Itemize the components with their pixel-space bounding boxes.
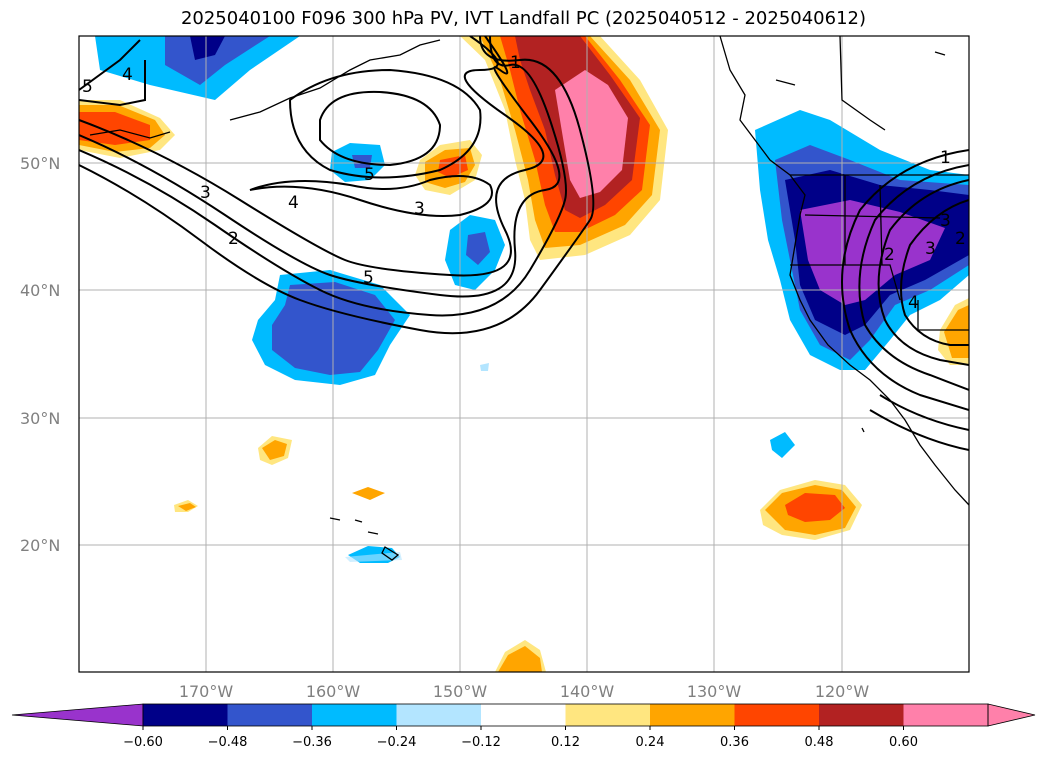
shade-region-small-pos-2-2 <box>262 440 287 460</box>
shade-region-small-pos-3-2 <box>178 503 196 511</box>
contour-label: 2 <box>955 229 966 249</box>
shade-region-westcoast-neg-l4 <box>800 200 945 305</box>
colorbar-tick-label: −0.60 <box>123 735 163 750</box>
lat-tick-label: 40°N <box>20 281 60 300</box>
lat-tick-label: 50°N <box>20 154 60 173</box>
pv-contours <box>79 36 969 451</box>
colorbar-tick-label: 0.60 <box>889 735 918 750</box>
shade-region-hawaii-neg-light <box>345 552 402 562</box>
contour-label: 3 <box>940 211 951 231</box>
shade-region-subtrop-pos-3 <box>785 493 845 522</box>
colorbar-segment <box>227 704 313 726</box>
lat-tick-label: 20°N <box>20 536 60 555</box>
contour-label: 2 <box>884 245 895 265</box>
shade-region-bottom-pos-2 <box>498 646 542 672</box>
colorbar-tick-label: 0.12 <box>551 735 580 750</box>
lat-tick-labels: 50°N 40°N 30°N 20°N <box>20 154 60 555</box>
map-plot-area: 5 4 3 2 1 5 3 4 5 3 2 1 2 3 4 <box>79 36 969 672</box>
contour-label: 3 <box>200 183 211 203</box>
shade-region-small-neg-3 <box>770 432 795 458</box>
colorbar-tick-label: 0.48 <box>805 735 834 750</box>
contour-label: 4 <box>288 193 299 213</box>
colorbar-tick-label: 0.24 <box>636 735 665 750</box>
colorbar-segment <box>396 704 482 726</box>
colorbar-segment <box>819 704 904 726</box>
contour-label: 1 <box>510 53 521 73</box>
lon-tick-label: 120°W <box>815 682 870 701</box>
colorbar-tick-label: −0.24 <box>377 735 417 750</box>
lon-tick-label: 150°W <box>433 682 488 701</box>
map-frame <box>78 35 970 673</box>
shade-region-w-pos-3 <box>79 112 150 145</box>
shade-region-small-neg-1-core <box>352 155 372 168</box>
contour-label: 5 <box>364 165 375 185</box>
colorbar-segment <box>481 704 566 726</box>
shade-region-point-neg <box>480 363 489 371</box>
shade-region-ridge-pos-5 <box>555 70 628 198</box>
colorbar-segment <box>903 704 989 726</box>
map-title: 2025040100 F096 300 hPa PV, IVT Landfall… <box>180 8 867 29</box>
lon-tick-labels: 170°W 160°W 150°W 140°W 130°W 120°W <box>179 682 870 701</box>
lon-tick-label: 160°W <box>306 682 361 701</box>
shade-region-nw-neg-core <box>165 36 270 85</box>
shade-region-small-neg-2-core <box>466 232 490 265</box>
colorbar-segment <box>143 704 228 726</box>
contour-label: 2 <box>228 229 239 249</box>
colorbar-tick-label: −0.36 <box>292 735 332 750</box>
colorbar: −0.60 −0.48 −0.36 −0.24 −0.12 0.12 0.24 0.36 0.4… <box>11 703 1036 750</box>
contour-label-group: 5 4 3 2 1 5 3 4 5 3 2 1 2 3 4 <box>82 53 966 313</box>
colorbar-extend-high <box>987 703 1036 727</box>
contour-label: 3 <box>414 199 425 219</box>
shade-region-nw-neg-core2 <box>190 36 225 60</box>
contour-label: 4 <box>122 65 133 85</box>
shade-region-small-pos-4 <box>352 487 385 500</box>
contour-label: 4 <box>908 293 919 313</box>
colorbar-segment <box>565 704 651 726</box>
contour-label: 1 <box>940 148 951 168</box>
contour-label: 3 <box>925 239 936 259</box>
contour-label: 5 <box>363 268 374 288</box>
lon-tick-label: 130°W <box>687 682 742 701</box>
lat-tick-label: 30°N <box>20 409 60 428</box>
colorbar-segment <box>312 704 397 726</box>
colorbar-segment <box>650 704 735 726</box>
colorbar-tick-label: 0.36 <box>720 735 749 750</box>
lon-tick-label: 140°W <box>560 682 615 701</box>
colorbar-extend-low <box>11 703 144 727</box>
colorbar-tick-label: −0.48 <box>208 735 248 750</box>
positive-anomaly-shading <box>79 36 969 672</box>
colorbar-segment <box>734 704 820 726</box>
lon-tick-label: 170°W <box>179 682 234 701</box>
contour-label: 5 <box>82 77 93 97</box>
gridlines <box>79 36 969 672</box>
colorbar-tick-label: −0.12 <box>461 735 501 750</box>
